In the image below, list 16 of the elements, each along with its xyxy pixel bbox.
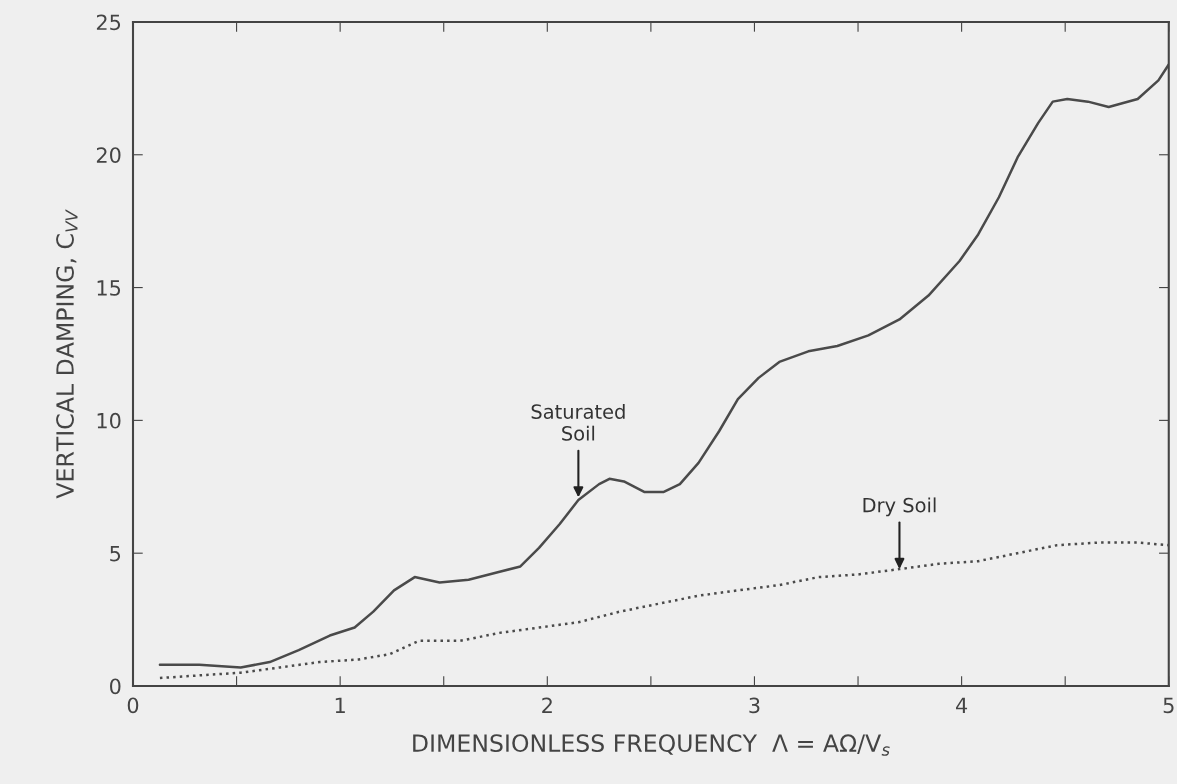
annotation: Saturated Soil [531, 403, 625, 441]
y-tick-label: 25 [96, 14, 121, 31]
x-tick-label: 1 [335, 697, 345, 713]
x-tick-label: 4 [956, 697, 968, 713]
y-tick-label: 0 [110, 678, 121, 695]
annotation: Dry Soil [863, 497, 936, 517]
x-tick-label: 5 [1163, 697, 1174, 714]
y-tick-label: 15 [97, 280, 121, 296]
y-tick-label: 20 [96, 147, 121, 163]
y-tick-label: 5 [110, 545, 121, 562]
x-tick-label: 2 [542, 697, 552, 713]
x-tick-label: 3 [749, 697, 760, 714]
y-tick-label: 10 [97, 412, 121, 429]
y-axis-title: VERTICAL DAMPING, C$_{VV}$ [56, 209, 78, 499]
x-axis-title: DIMENSIONLESS FREQUENCY Λ = AΩ/V$_{s}$ [413, 734, 890, 756]
x-tick-label: 0 [127, 697, 139, 714]
